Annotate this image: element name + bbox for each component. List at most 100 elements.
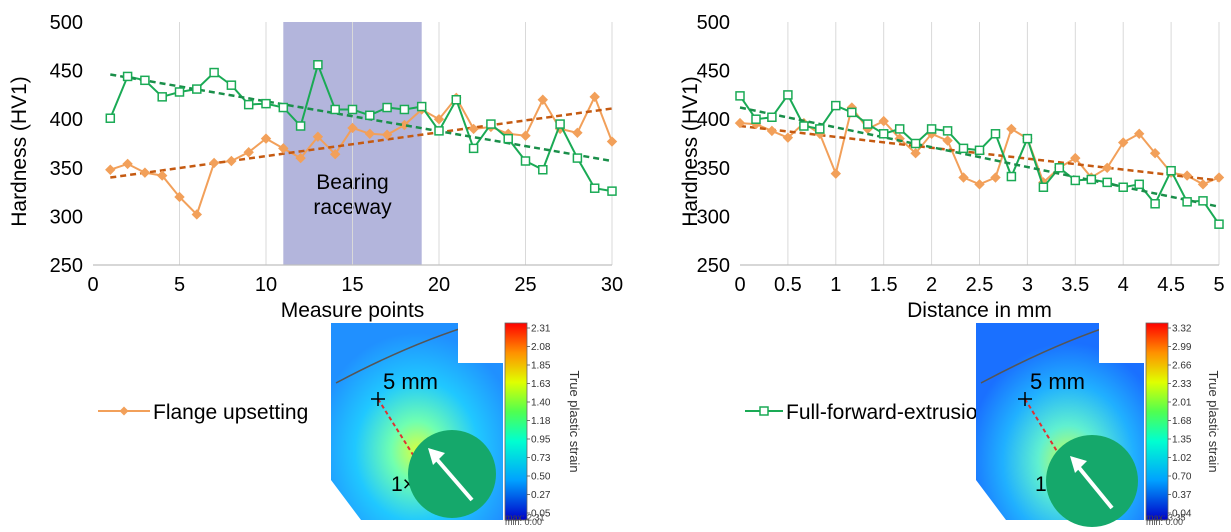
scale-value: 1.02 bbox=[1172, 453, 1192, 464]
x-tick-label: 3.5 bbox=[1061, 274, 1089, 296]
x-tick-label: 25 bbox=[514, 274, 536, 296]
data-point bbox=[1133, 128, 1145, 139]
simulation-inset-1: 5 mm×301×2.312.081.851.631.401.180.950.7… bbox=[331, 322, 582, 527]
arrow-head bbox=[1070, 456, 1087, 473]
data-point bbox=[958, 143, 969, 154]
field-cutout bbox=[458, 323, 503, 363]
data-point bbox=[1038, 182, 1049, 192]
data-point bbox=[990, 129, 1001, 139]
data-point bbox=[830, 168, 842, 179]
data-point bbox=[767, 112, 777, 123]
data-point bbox=[520, 130, 531, 141]
data-point bbox=[140, 75, 150, 86]
y-tick-label: 350 bbox=[50, 158, 83, 180]
data-point bbox=[381, 129, 393, 140]
legend-flange-upsetting: Flange upsetting bbox=[98, 401, 308, 424]
data-point bbox=[347, 122, 358, 134]
data-point bbox=[1054, 163, 1065, 173]
scale-value: 2.31 bbox=[531, 324, 551, 335]
data-point bbox=[734, 117, 746, 129]
data-point bbox=[208, 157, 220, 169]
scale-value: 2.33 bbox=[1172, 379, 1192, 390]
data-point bbox=[974, 145, 985, 156]
data-point bbox=[589, 91, 600, 103]
data-point bbox=[122, 71, 133, 82]
data-point bbox=[1214, 219, 1224, 229]
legend-label: Flange upsetting bbox=[153, 401, 308, 424]
data-point bbox=[572, 127, 583, 139]
data-point bbox=[862, 119, 873, 129]
data-point bbox=[1102, 177, 1112, 188]
data-point bbox=[1181, 170, 1193, 181]
data-point bbox=[295, 121, 306, 131]
scale-value: 1.68 bbox=[1172, 416, 1192, 427]
min-label: min: 0.00 bbox=[505, 517, 542, 527]
data-point bbox=[958, 172, 969, 183]
x-tick-label: 0.5 bbox=[774, 274, 802, 296]
data-point bbox=[990, 172, 1001, 183]
data-point bbox=[1086, 174, 1097, 185]
data-point bbox=[105, 113, 116, 123]
y-tick-label: 250 bbox=[50, 255, 83, 277]
legend-marker bbox=[759, 406, 769, 416]
color-scale: 3.32 2.99 2.66 2.33 2.01 1.68 1.35 1.02 0.70 0.37… bbox=[1145, 322, 1221, 527]
x-tick-label: 20 bbox=[428, 274, 450, 296]
y-tick-label: 400 bbox=[697, 109, 730, 131]
x-tick-label: 0 bbox=[87, 274, 98, 296]
data-point bbox=[1022, 133, 1033, 144]
data-point bbox=[910, 138, 921, 149]
series-full-forward-extrusion bbox=[105, 60, 617, 196]
data-point bbox=[347, 104, 358, 115]
x-tick-label: 30 bbox=[601, 274, 623, 296]
data-point bbox=[157, 92, 167, 102]
data-point bbox=[537, 94, 549, 105]
y-tick-label: 300 bbox=[697, 206, 730, 228]
data-point bbox=[974, 179, 985, 190]
y-tick-label: 450 bbox=[50, 61, 83, 83]
data-point bbox=[503, 133, 513, 144]
x-tick-label: 2 bbox=[926, 274, 937, 296]
max-label: max: 2.31 bbox=[505, 513, 545, 523]
data-point bbox=[1118, 182, 1128, 192]
scale-value: 2.66 bbox=[1172, 361, 1192, 372]
scale-value: 3.32 bbox=[1172, 324, 1192, 335]
x-tick-label: 0 bbox=[734, 274, 745, 296]
data-point bbox=[1070, 152, 1081, 164]
legend-full-forward-extrusion: Full-forward-extrusion bbox=[745, 401, 989, 424]
data-point bbox=[295, 152, 306, 164]
data-point bbox=[751, 114, 761, 124]
data-point bbox=[847, 107, 857, 118]
data-point bbox=[434, 126, 444, 136]
scale-value: 0.37 bbox=[1172, 490, 1192, 501]
data-point bbox=[260, 133, 272, 144]
tool-arrow bbox=[1074, 462, 1114, 510]
data-point bbox=[122, 158, 133, 170]
series-flange-upsetting bbox=[105, 91, 618, 220]
data-point bbox=[139, 167, 151, 178]
data-point bbox=[329, 148, 341, 160]
x-tick-label: 5 bbox=[1213, 274, 1224, 296]
data-point bbox=[766, 125, 778, 137]
data-point bbox=[910, 148, 921, 159]
data-point bbox=[894, 124, 905, 134]
series-line bbox=[109, 94, 613, 217]
chart-2: 0 0.5 1 1.5 2 2.5 3 3.5 4 4.5 5 250 300 350 400 450 500 D… bbox=[679, 12, 1225, 322]
data-point bbox=[1150, 199, 1160, 209]
data-point bbox=[942, 135, 953, 146]
y-axis-title: Hardness (HV1) bbox=[679, 76, 702, 227]
data-point bbox=[1134, 179, 1144, 190]
x-tick-label: 4.5 bbox=[1157, 274, 1185, 296]
scale-value: 2.01 bbox=[1172, 398, 1192, 409]
data-point bbox=[1198, 196, 1208, 206]
data-point bbox=[451, 95, 462, 105]
data-point bbox=[278, 102, 289, 113]
data-point bbox=[330, 104, 340, 115]
scale-value: 0.50 bbox=[531, 472, 551, 483]
data-point bbox=[1070, 175, 1081, 186]
scale-value: 1.40 bbox=[531, 398, 551, 409]
scale-value: 0.27 bbox=[531, 490, 551, 501]
data-point bbox=[156, 170, 168, 181]
